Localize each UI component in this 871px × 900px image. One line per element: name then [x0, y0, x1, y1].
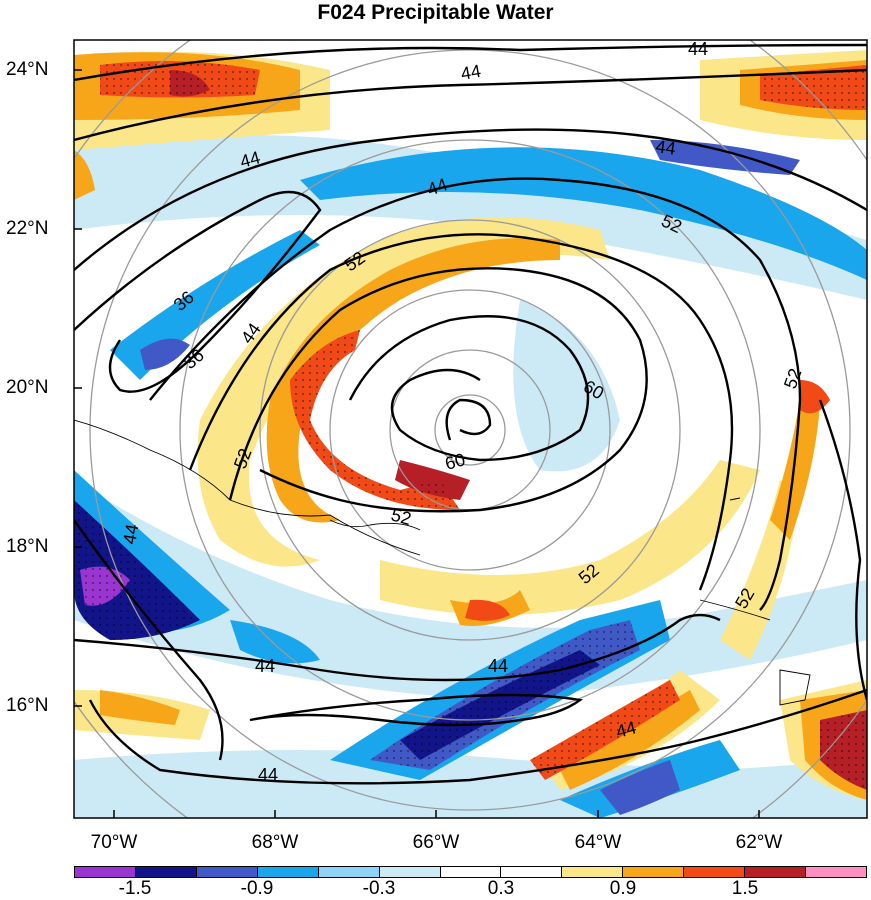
- lat-label: 20°N: [6, 377, 49, 398]
- colorbar-label: -1.5: [118, 878, 152, 899]
- contour-label: 44: [459, 61, 482, 84]
- lon-label: 62°W: [735, 832, 783, 853]
- plot-frame: [73, 39, 868, 819]
- colorbar-swatch: [440, 867, 502, 877]
- contour-label: 44: [258, 765, 278, 785]
- lat-label: 24°N: [6, 59, 49, 80]
- axis-ticks: [74, 69, 760, 818]
- colorbar-swatch: [745, 867, 807, 877]
- colorbar-swatch: [318, 867, 380, 877]
- contour-label: 44: [488, 656, 508, 676]
- map-title: F024 Precipitable Water: [317, 1, 554, 24]
- colorbar-label: -0.3: [362, 878, 396, 899]
- colorbar-label: -0.9: [240, 878, 274, 899]
- pw-contours: [74, 43, 867, 785]
- contour-label: 44: [654, 136, 677, 159]
- lon-label: 66°W: [412, 832, 460, 853]
- colorbar-swatch: [257, 867, 319, 877]
- colorbar-swatch: [806, 867, 866, 877]
- colorbar-swatch: [562, 867, 624, 877]
- colorbar-swatch: [623, 867, 685, 877]
- coastlines: [74, 419, 811, 706]
- colorbar-label: 0.3: [487, 878, 515, 899]
- colorbar-swatch: [135, 867, 197, 877]
- lon-label: 70°W: [90, 832, 138, 853]
- contour-label: 44: [119, 522, 142, 545]
- lat-label: 18°N: [6, 536, 49, 557]
- lat-label: 22°N: [6, 218, 49, 239]
- colorbar-swatch: [379, 867, 441, 877]
- colorbar: [74, 866, 867, 878]
- colorbar-label: 1.5: [731, 878, 759, 899]
- colorbar-swatch: [196, 867, 258, 877]
- colorbar-swatch: [75, 867, 136, 877]
- lon-label: 68°W: [251, 832, 299, 853]
- contour-label: 44: [688, 39, 708, 59]
- contour-label: 44: [255, 656, 275, 676]
- colorbar-swatch: [501, 867, 563, 877]
- colorbar-label: 0.9: [609, 878, 637, 899]
- colorbar-swatch: [684, 867, 746, 877]
- lat-label: 16°N: [6, 695, 49, 716]
- lon-label: 64°W: [574, 832, 622, 853]
